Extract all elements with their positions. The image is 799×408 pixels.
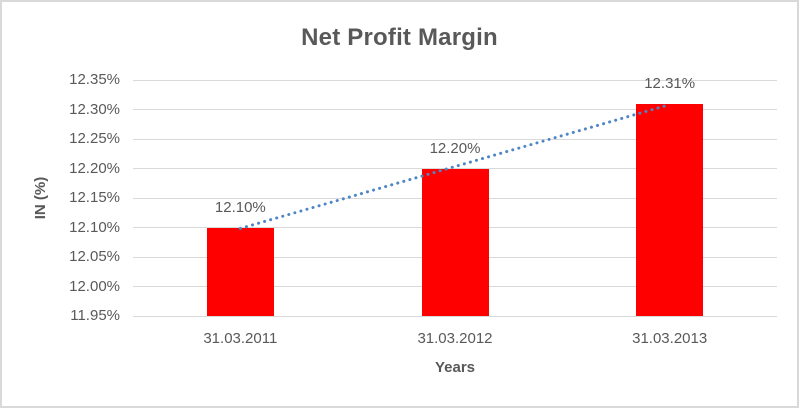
data-label: 12.10%: [214, 198, 266, 216]
gridline: [133, 79, 777, 81]
x-axis-tick-label: 31.03.2012: [417, 330, 493, 347]
bar-31.03.2012: [421, 168, 489, 316]
y-axis-tick-label: 12.35%: [69, 71, 120, 88]
trendline: [238, 103, 672, 230]
y-axis-tick-label: 11.95%: [70, 307, 120, 324]
x-axis-tick-label: 31.03.2011: [203, 330, 278, 347]
x-axis-tick-label: 31.03.2013: [632, 330, 708, 347]
y-axis-tick-label: 12.00%: [69, 277, 120, 295]
data-label: 12.31%: [644, 74, 696, 92]
y-axis-tick-label: 12.15%: [69, 189, 120, 206]
y-axis-tick-label: 12.25%: [69, 130, 120, 147]
bar-31.03.2013: [636, 103, 704, 316]
y-axis-tick-label: 12.30%: [69, 100, 120, 118]
y-axis-tick-label: 12.20%: [69, 159, 120, 177]
data-label: 12.20%: [429, 139, 481, 157]
x-axis-title: Years: [434, 359, 476, 376]
gridline: [133, 315, 777, 317]
bar-31.03.2011: [206, 227, 274, 316]
plot-area: 12.10% 12.20% 12.31%: [133, 75, 777, 317]
gridline: [133, 109, 777, 110]
y-axis-tick-label: 12.10%: [69, 218, 120, 236]
chart-title: Net Profit Margin: [301, 24, 498, 51]
y-axis-tick-label: 12.05%: [69, 248, 120, 265]
gridline: [133, 138, 777, 140]
